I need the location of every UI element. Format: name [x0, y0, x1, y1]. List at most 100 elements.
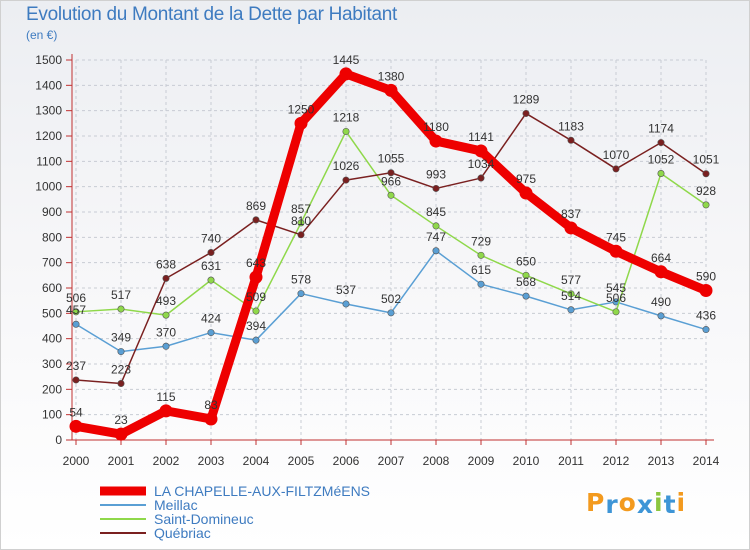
- data-point: [162, 342, 170, 350]
- data-point: [249, 270, 263, 284]
- data-label: 1141: [468, 130, 494, 144]
- data-point: [567, 290, 575, 298]
- y-tick-label: 200: [42, 382, 62, 396]
- data-point: [252, 216, 260, 224]
- x-tick-label: 2012: [603, 454, 630, 468]
- x-tick-label: 2010: [513, 454, 540, 468]
- data-label: 545: [606, 281, 626, 295]
- legend-swatch: [100, 532, 146, 534]
- data-label: 1445: [333, 53, 360, 67]
- y-tick-label: 500: [42, 306, 62, 320]
- y-tick-label: 1500: [35, 53, 62, 67]
- data-point: [564, 221, 578, 235]
- data-label: 1180: [423, 120, 449, 134]
- x-tick-label: 2004: [243, 454, 270, 468]
- data-label: 506: [606, 291, 626, 305]
- y-tick-label: 1200: [35, 129, 62, 143]
- x-tick-label: 2014: [693, 454, 720, 468]
- data-point: [294, 116, 308, 130]
- data-point: [297, 219, 305, 227]
- legend-label: Saint-Domineuc: [154, 511, 254, 527]
- data-label: 1250: [288, 102, 315, 116]
- data-point: [159, 404, 173, 418]
- legend-label: Meillac: [154, 497, 198, 513]
- data-label: 729: [471, 234, 491, 248]
- data-point: [522, 271, 530, 279]
- data-label: 590: [696, 270, 716, 284]
- data-point: [519, 186, 533, 200]
- x-tick-label: 2005: [288, 454, 315, 468]
- legend-swatch: [100, 504, 146, 506]
- data-label: 1380: [378, 69, 405, 83]
- data-label: 810: [291, 214, 311, 228]
- data-point: [657, 169, 665, 177]
- x-tick-label: 2002: [153, 454, 180, 468]
- data-label: 1183: [558, 119, 584, 133]
- data-point: [702, 201, 710, 209]
- data-point: [432, 222, 440, 230]
- x-tick-label: 2011: [558, 454, 584, 468]
- data-label: 1052: [648, 152, 675, 166]
- data-label: 436: [696, 309, 716, 323]
- data-label: 517: [111, 288, 131, 302]
- data-label: 638: [156, 257, 176, 271]
- y-tick-label: 1100: [36, 154, 62, 168]
- data-label: 509: [246, 290, 266, 304]
- data-point: [477, 174, 485, 182]
- data-point: [72, 308, 80, 316]
- data-label: 514: [561, 289, 581, 303]
- logo-letter: i: [654, 488, 664, 517]
- data-point: [567, 306, 575, 314]
- x-tick-label: 2006: [333, 454, 360, 468]
- data-point: [699, 284, 713, 298]
- data-label: 837: [561, 207, 581, 221]
- data-point: [387, 309, 395, 317]
- y-tick-label: 300: [42, 357, 62, 371]
- data-point: [207, 276, 215, 284]
- data-point: [252, 336, 260, 344]
- y-tick-label: 600: [42, 281, 62, 295]
- data-label: 1174: [648, 122, 674, 136]
- data-point: [702, 170, 710, 178]
- data-label: 506: [66, 291, 86, 305]
- data-point: [387, 191, 395, 199]
- data-point: [429, 134, 443, 148]
- data-label: 237: [66, 359, 86, 373]
- data-point: [702, 326, 710, 334]
- data-label: 23: [114, 413, 128, 427]
- data-point: [297, 290, 305, 298]
- y-tick-label: 1400: [35, 78, 62, 92]
- data-label: 857: [291, 202, 311, 216]
- data-point: [162, 274, 170, 282]
- data-point: [114, 427, 128, 441]
- data-label: 928: [696, 184, 716, 198]
- data-point: [342, 300, 350, 308]
- data-label: 370: [156, 325, 176, 339]
- y-tick-label: 900: [42, 205, 62, 219]
- y-unit-label: (en €): [26, 28, 58, 42]
- data-label: 615: [471, 263, 491, 277]
- y-tick-label: 100: [42, 408, 62, 422]
- x-tick-label: 2001: [108, 454, 135, 468]
- data-label: 740: [201, 232, 221, 246]
- data-point: [162, 311, 170, 319]
- data-label: 1051: [693, 153, 720, 167]
- data-label: 394: [246, 319, 266, 333]
- data-label: 747: [426, 230, 446, 244]
- legend-swatch: [100, 518, 146, 520]
- data-point: [207, 249, 215, 257]
- data-point: [567, 136, 575, 144]
- data-label: 664: [651, 251, 671, 265]
- data-label: 115: [156, 390, 175, 404]
- data-label: 1055: [378, 152, 405, 166]
- data-point: [72, 320, 80, 328]
- data-point: [297, 231, 305, 239]
- x-tick-label: 2013: [648, 454, 675, 468]
- y-tick-label: 800: [42, 230, 62, 244]
- data-point: [432, 247, 440, 255]
- y-tick-label: 400: [42, 332, 62, 346]
- data-point: [342, 127, 350, 135]
- x-tick-label: 2000: [63, 454, 90, 468]
